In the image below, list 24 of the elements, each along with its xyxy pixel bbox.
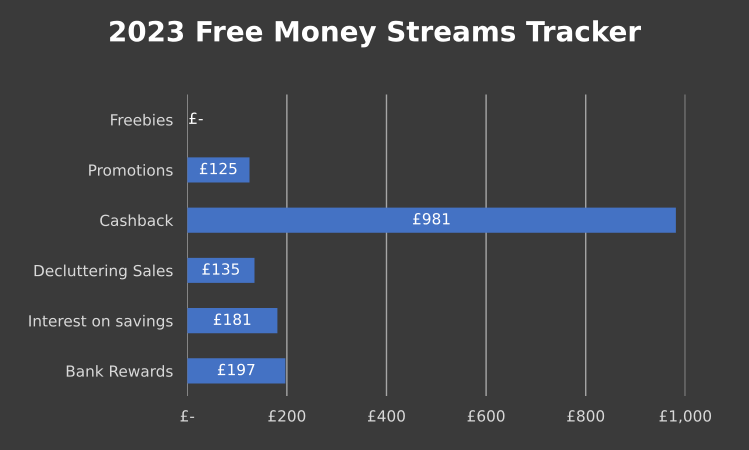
- y-tick-label: Bank Rewards: [66, 365, 173, 377]
- x-tick-label: £-: [180, 410, 194, 422]
- y-tick-label: Decluttering Sales: [34, 264, 173, 280]
- y-tick-label: Freebies: [111, 114, 173, 126]
- bar: [187, 258, 254, 283]
- x-tick-label: £200: [268, 410, 306, 422]
- x-tick-label: £400: [368, 410, 405, 422]
- bar: [187, 358, 286, 384]
- bar: [187, 308, 278, 334]
- x-tick-label: £600: [468, 410, 505, 422]
- data-label: £981: [413, 213, 450, 225]
- data-label: £125: [200, 162, 236, 174]
- y-tick-label: Promotions: [89, 164, 173, 176]
- x-tick-label: £800: [567, 410, 604, 422]
- data-label: £-: [189, 112, 203, 124]
- bar: [187, 157, 250, 182]
- data-label: £181: [214, 314, 250, 326]
- bar: [187, 208, 676, 233]
- chart-title: 2023 Free Money Streams Tracker: [110, 20, 641, 48]
- y-tick-label: Cashback: [100, 214, 174, 226]
- data-label: £197: [218, 364, 254, 376]
- y-tick-label: Interest on savings: [29, 314, 173, 330]
- x-tick-label: £1,000: [660, 410, 712, 424]
- data-label: £135: [202, 263, 239, 275]
